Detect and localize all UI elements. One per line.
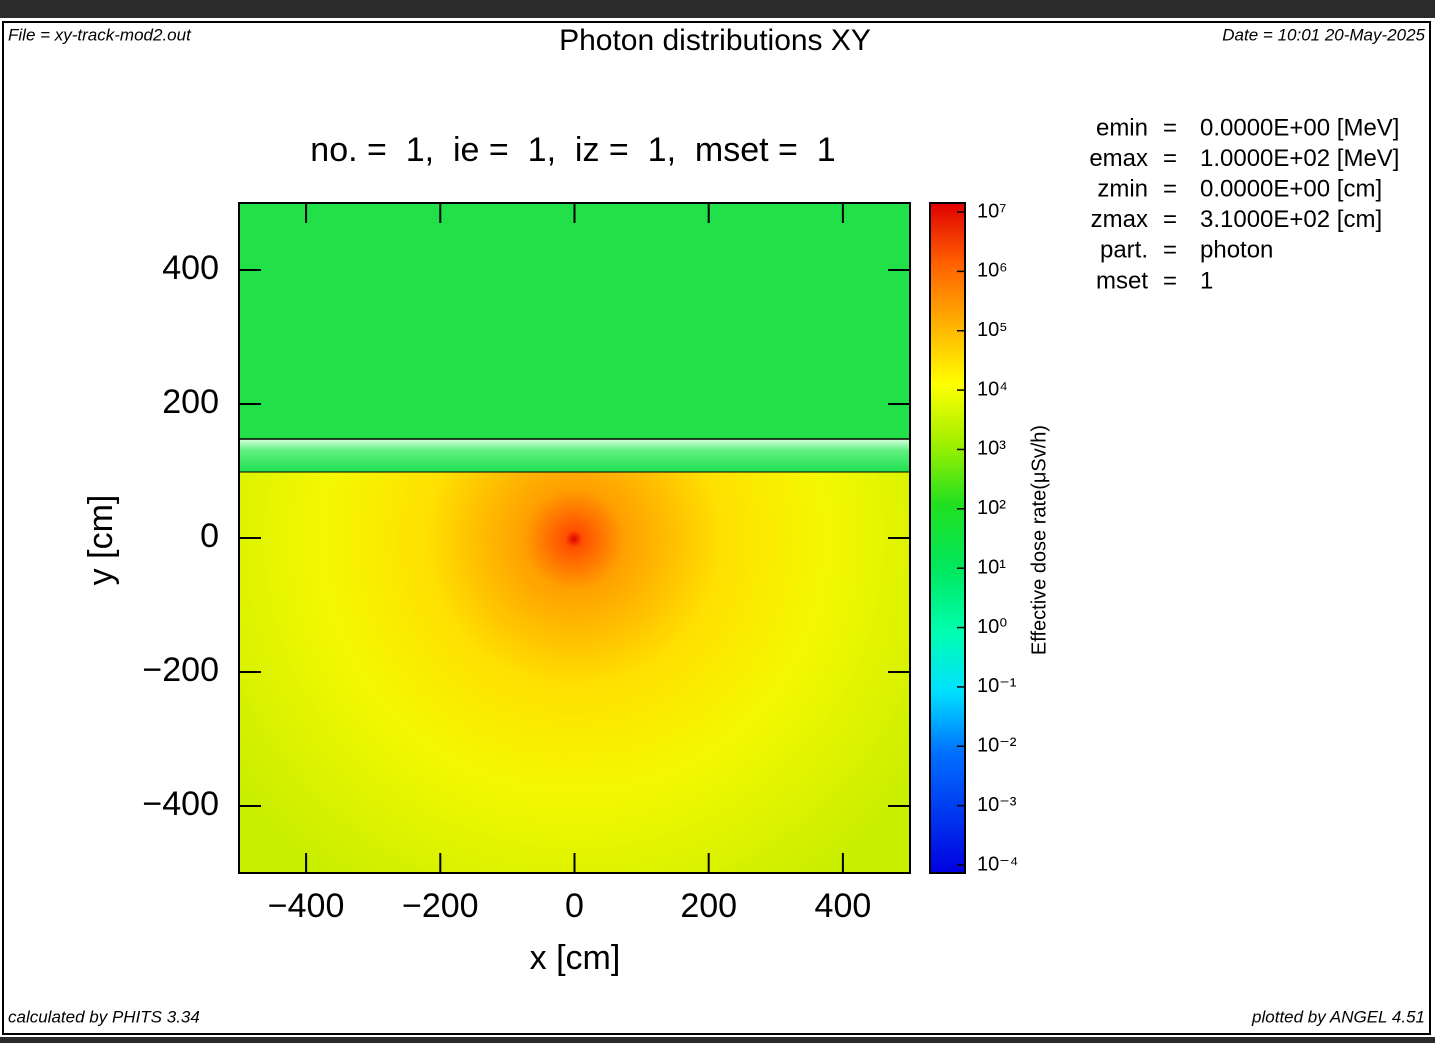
info-equals: = xyxy=(1163,114,1177,141)
y-tick-label: 0 xyxy=(200,517,219,555)
colorbar-tick-label: 10⁵ xyxy=(977,319,1008,341)
colorbar-tick-label: 10⁻³ xyxy=(977,794,1017,816)
window-bar xyxy=(0,0,1435,18)
y-tick-label: −400 xyxy=(142,785,219,823)
y-axis-label: y [cm] xyxy=(82,495,120,586)
colorbar-tick-label: 10⁻¹ xyxy=(977,675,1017,697)
file-label: File = xy-track-mod2.out xyxy=(8,25,192,44)
heatmap-region xyxy=(239,439,910,472)
footer-left: calculated by PHITS 3.34 xyxy=(8,1007,200,1026)
colorbar-tick-label: 10¹ xyxy=(977,556,1006,578)
x-tick-label: 400 xyxy=(815,887,872,925)
frame xyxy=(2,21,1431,1035)
info-name: part. xyxy=(1100,237,1148,264)
x-tick-label: −400 xyxy=(268,887,345,925)
info-value: 3.1000E+02 [cm] xyxy=(1200,206,1382,233)
date-label: Date = 10:01 20-May-2025 xyxy=(1222,25,1425,44)
info-name: mset xyxy=(1096,267,1148,294)
info-equals: = xyxy=(1163,145,1177,172)
colorbar-tick-label: 10⁻² xyxy=(977,735,1017,757)
info-equals: = xyxy=(1163,176,1177,203)
info-name: emax xyxy=(1089,145,1148,172)
info-name: emin xyxy=(1096,114,1148,141)
chart-title: Photon distributions XY xyxy=(559,24,871,57)
info-value: photon xyxy=(1200,237,1273,264)
chart-subtitle: no. = 1, ie = 1, iz = 1, mset = 1 xyxy=(310,131,835,169)
colorbar-tick-label: 10⁻⁴ xyxy=(977,853,1018,875)
colorbar-tick-label: 10⁴ xyxy=(977,378,1008,400)
info-name: zmin xyxy=(1097,176,1148,203)
colorbar-tick-label: 10⁰ xyxy=(977,616,1007,638)
x-axis-label: x [cm] xyxy=(530,939,621,977)
info-equals: = xyxy=(1163,206,1177,233)
heatmap-region xyxy=(239,472,910,873)
x-tick-label: −200 xyxy=(402,887,479,925)
window-bar xyxy=(0,1037,1435,1043)
heatmap-region xyxy=(239,203,910,439)
info-value: 1 xyxy=(1200,267,1213,294)
colorbar-tick-label: 10⁶ xyxy=(977,260,1007,282)
heatmap xyxy=(238,202,911,874)
colorbar-tick-label: 10³ xyxy=(977,438,1006,460)
colorbar-label: Effective dose rate(μSv/h) xyxy=(1028,425,1050,655)
y-tick-label: 200 xyxy=(162,383,219,421)
colorbar-tick-label: 10⁷ xyxy=(977,200,1006,222)
info-name: zmax xyxy=(1091,206,1148,233)
info-equals: = xyxy=(1163,267,1177,294)
y-tick-label: 400 xyxy=(162,249,219,287)
footer-right: plotted by ANGEL 4.51 xyxy=(1251,1007,1425,1026)
info-value: 1.0000E+02 [MeV] xyxy=(1200,145,1399,172)
y-tick-label: −200 xyxy=(142,651,219,689)
x-tick-label: 0 xyxy=(565,887,584,925)
colorbar-tick-label: 10² xyxy=(977,497,1006,519)
info-equals: = xyxy=(1163,237,1177,264)
info-value: 0.0000E+00 [MeV] xyxy=(1200,114,1399,141)
colorbar xyxy=(929,202,966,874)
info-value: 0.0000E+00 [cm] xyxy=(1200,176,1382,203)
x-tick-label: 200 xyxy=(680,887,737,925)
